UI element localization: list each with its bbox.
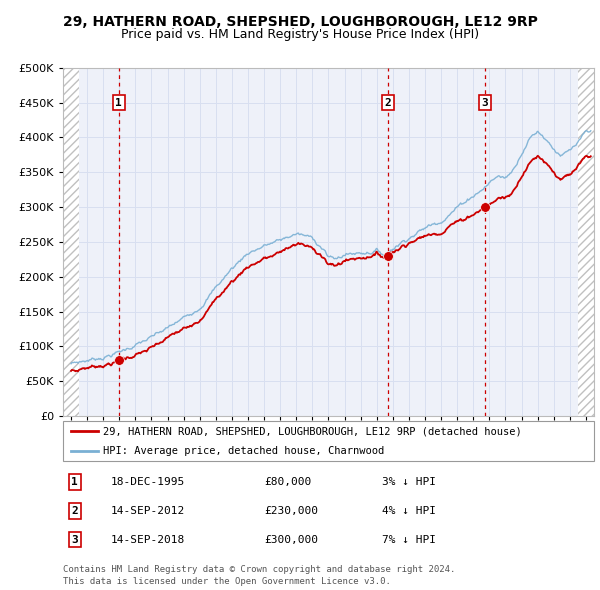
Text: 2: 2 (71, 506, 78, 516)
Text: Price paid vs. HM Land Registry's House Price Index (HPI): Price paid vs. HM Land Registry's House … (121, 28, 479, 41)
Text: 14-SEP-2012: 14-SEP-2012 (111, 506, 185, 516)
Text: 1: 1 (115, 98, 122, 107)
Text: 3: 3 (481, 98, 488, 107)
Text: £80,000: £80,000 (265, 477, 312, 487)
Text: 3: 3 (71, 535, 78, 545)
Text: 29, HATHERN ROAD, SHEPSHED, LOUGHBOROUGH, LE12 9RP (detached house): 29, HATHERN ROAD, SHEPSHED, LOUGHBOROUGH… (103, 427, 521, 436)
Text: 7% ↓ HPI: 7% ↓ HPI (382, 535, 436, 545)
Text: 18-DEC-1995: 18-DEC-1995 (111, 477, 185, 487)
FancyBboxPatch shape (63, 421, 594, 461)
Text: Contains HM Land Registry data © Crown copyright and database right 2024.: Contains HM Land Registry data © Crown c… (63, 565, 455, 574)
Text: 3% ↓ HPI: 3% ↓ HPI (382, 477, 436, 487)
Text: 14-SEP-2018: 14-SEP-2018 (111, 535, 185, 545)
Text: This data is licensed under the Open Government Licence v3.0.: This data is licensed under the Open Gov… (63, 577, 391, 586)
Text: 1: 1 (71, 477, 78, 487)
Text: £300,000: £300,000 (265, 535, 319, 545)
Bar (63, 68, 79, 416)
Text: £230,000: £230,000 (265, 506, 319, 516)
Text: 29, HATHERN ROAD, SHEPSHED, LOUGHBOROUGH, LE12 9RP: 29, HATHERN ROAD, SHEPSHED, LOUGHBOROUGH… (62, 15, 538, 29)
Text: 4% ↓ HPI: 4% ↓ HPI (382, 506, 436, 516)
Text: HPI: Average price, detached house, Charnwood: HPI: Average price, detached house, Char… (103, 447, 384, 456)
Text: 2: 2 (385, 98, 392, 107)
Bar (578, 68, 594, 416)
